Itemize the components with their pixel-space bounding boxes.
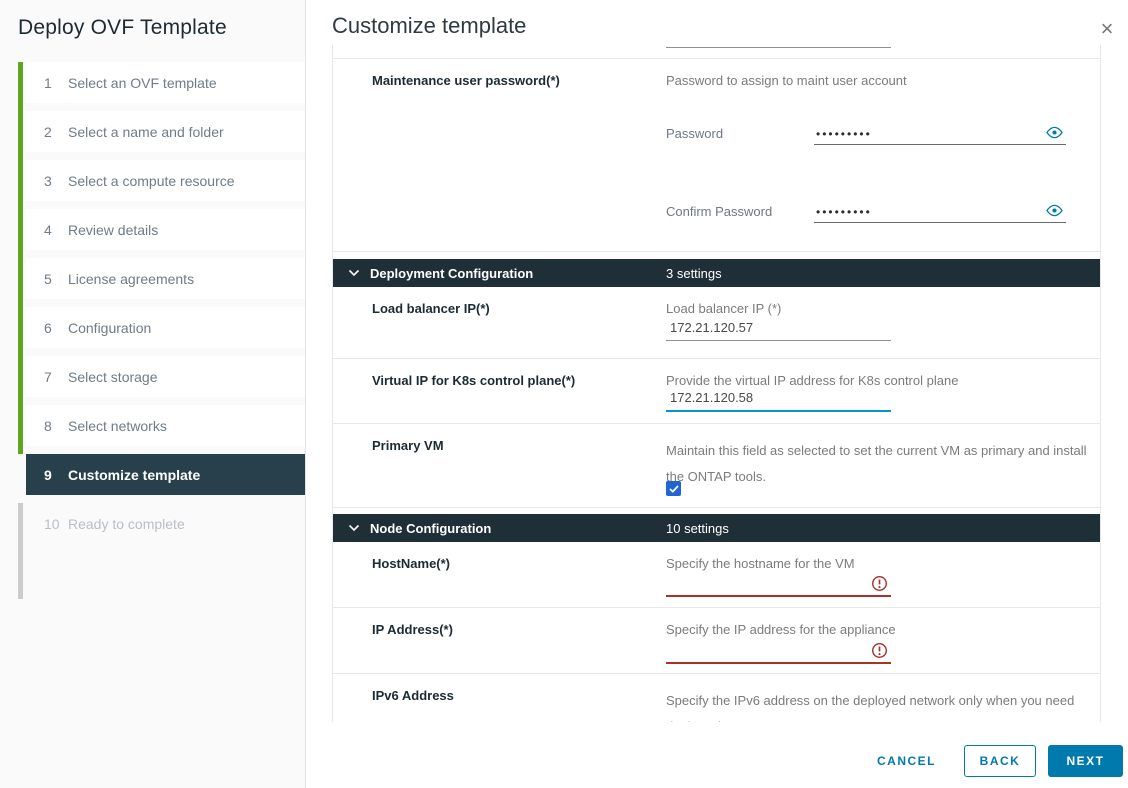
step-number: 5: [44, 270, 52, 287]
spacer: [333, 251, 1100, 259]
field-label: Load balancer IP(*): [372, 301, 490, 316]
field-row-ipv6-address: IPv6 Address Specify the IPv6 address on…: [333, 673, 1100, 722]
field-label: IPv6 Address: [372, 688, 454, 703]
field-row-primary-vm: Primary VM Maintain this field as select…: [333, 423, 1100, 507]
field-hint: Specify the IPv6 address on the deployed…: [666, 693, 1075, 722]
sidebar-item-select-storage[interactable]: 7 Select storage: [26, 356, 305, 397]
sidebar-item-customize-template[interactable]: 9 Customize template: [26, 454, 305, 495]
step-number: 6: [44, 319, 52, 336]
chevron-down-icon[interactable]: [348, 269, 360, 277]
step-label: Review details: [68, 221, 159, 238]
customize-template-panel: Customize template × Maintenance user pa…: [306, 0, 1128, 788]
error-exclamation-icon: [871, 575, 888, 597]
field-hint: Load balancer IP (*): [666, 301, 782, 316]
hostname-input-error[interactable]: [666, 595, 891, 597]
step-number: 4: [44, 221, 52, 238]
step-label: License agreements: [68, 270, 195, 287]
field-label: Virtual IP for K8s control plane(*): [372, 373, 576, 388]
password-masked-value: •••••••••: [816, 127, 872, 141]
step-number: 3: [44, 172, 52, 189]
field-row-virtual-ip: Virtual IP for K8s control plane(*) Prov…: [333, 358, 1100, 423]
section-header-node-configuration[interactable]: Node Configuration 10 settings: [333, 514, 1100, 542]
step-label: Select networks: [68, 417, 167, 434]
field-row-maintenance-password: Maintenance user password(*) Password to…: [333, 58, 1100, 251]
section-settings-count: 10 settings: [666, 520, 729, 536]
section-title: Deployment Configuration: [370, 265, 534, 281]
progress-bar-completed: [18, 62, 23, 454]
step-number: 7: [44, 368, 52, 385]
virtual-ip-input-focused[interactable]: 172.21.120.58: [666, 390, 891, 412]
error-exclamation-icon: [871, 642, 888, 664]
step-label: Select an OVF template: [68, 74, 217, 91]
spacer: [333, 507, 1100, 514]
step-label: Customize template: [68, 466, 201, 483]
wizard-title: Deploy OVF Template: [18, 16, 227, 39]
section-header-deployment-configuration[interactable]: Deployment Configuration 3 settings: [333, 259, 1100, 287]
close-icon[interactable]: ×: [1100, 16, 1114, 41]
field-hint: Specify the hostname for the VM: [666, 556, 855, 571]
chevron-down-icon[interactable]: [348, 524, 360, 532]
step-number: 1: [44, 74, 52, 91]
step-label: Configuration: [68, 319, 152, 336]
sidebar-item-select-name-folder[interactable]: 2 Select a name and folder: [26, 111, 305, 152]
section-settings-count: 3 settings: [666, 265, 722, 281]
step-label: Select a name and folder: [68, 123, 224, 140]
step-label: Ready to complete: [68, 515, 185, 532]
wizard-steps: 1 Select an OVF template 2 Select a name…: [0, 62, 305, 599]
page-title: Customize template: [332, 13, 527, 38]
sidebar-item-select-ovf-template[interactable]: 1 Select an OVF template: [26, 62, 305, 103]
sidebar-item-select-networks[interactable]: 8 Select networks: [26, 405, 305, 446]
load-balancer-ip-input[interactable]: 172.21.120.57: [666, 320, 891, 341]
field-label: Primary VM: [372, 438, 444, 453]
confirm-password-input[interactable]: •••••••••: [814, 200, 1066, 223]
confirm-password-masked-value: •••••••••: [816, 205, 872, 219]
field-row-hostname: HostName(*) Specify the hostname for the…: [333, 542, 1100, 607]
wizard-footer: CANCEL BACK NEXT: [859, 745, 1123, 777]
step-number: 2: [44, 123, 52, 140]
step-number: 8: [44, 417, 52, 434]
clipped-field-underline: [666, 47, 891, 48]
sidebar-item-license-agreements[interactable]: 5 License agreements: [26, 258, 305, 299]
field-hint: Specify the IP address for the appliance: [666, 622, 896, 637]
password-field-group: Password •••••••••: [666, 122, 1100, 148]
sidebar-item-select-compute-resource[interactable]: 3 Select a compute resource: [26, 160, 305, 201]
field-label: HostName(*): [372, 556, 451, 571]
field-description: Maintain this field as selected to set t…: [666, 443, 1087, 484]
sidebar-item-configuration[interactable]: 6 Configuration: [26, 307, 305, 348]
section-title: Node Configuration: [370, 520, 492, 536]
wizard-sidebar: Deploy OVF Template 1 Select an OVF temp…: [0, 0, 306, 788]
field-label: Maintenance user password(*): [372, 73, 560, 88]
input-value: 172.21.120.57: [670, 320, 754, 335]
step-number: 10: [44, 515, 60, 532]
password-label: Password: [666, 126, 724, 141]
confirm-password-field-group: Confirm Password •••••••••: [666, 200, 1100, 226]
field-description: Password to assign to maint user account: [666, 73, 907, 88]
step-number: 9: [44, 466, 52, 483]
ip-address-input-error[interactable]: [666, 662, 891, 664]
next-button[interactable]: NEXT: [1048, 745, 1123, 777]
step-label: Select storage: [68, 368, 158, 385]
cancel-button[interactable]: CANCEL: [859, 745, 954, 777]
form-scroll-area[interactable]: Maintenance user password(*) Password to…: [332, 45, 1101, 722]
checkmark-icon: [668, 484, 679, 493]
progress-bar-remaining: [18, 503, 23, 599]
eye-icon[interactable]: [1045, 204, 1064, 222]
field-row-ip-address: IP Address(*) Specify the IP address for…: [333, 607, 1100, 673]
sidebar-item-ready-to-complete: 10 Ready to complete: [26, 503, 305, 544]
step-label: Select a compute resource: [68, 172, 235, 189]
sidebar-item-review-details[interactable]: 4 Review details: [26, 209, 305, 250]
confirm-password-label: Confirm Password: [666, 204, 773, 219]
field-row-load-balancer-ip: Load balancer IP(*) Load balancer IP (*)…: [333, 287, 1100, 358]
back-button[interactable]: BACK: [964, 745, 1036, 777]
input-value: 172.21.120.58: [670, 390, 754, 405]
field-label: IP Address(*): [372, 622, 453, 637]
field-hint: Provide the virtual IP address for K8s c…: [666, 373, 959, 388]
password-input[interactable]: •••••••••: [814, 122, 1066, 145]
primary-vm-checkbox[interactable]: [666, 481, 681, 496]
eye-icon[interactable]: [1045, 126, 1064, 144]
